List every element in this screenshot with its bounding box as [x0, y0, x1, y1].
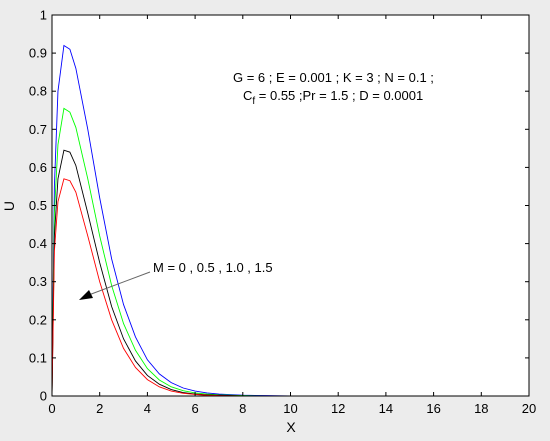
y-tick-label: 0.8	[29, 84, 47, 99]
x-tick-label: 6	[191, 401, 198, 416]
x-tick-label: 4	[144, 401, 151, 416]
y-tick-label: 0.1	[29, 350, 47, 365]
y-tick-label: 0.7	[29, 122, 47, 137]
x-axis-label: X	[286, 419, 296, 435]
x-tick-label: 10	[283, 401, 297, 416]
parameter-annotation-line-1: G = 6 ; E = 0.001 ; K = 3 ; N = 0.1 ;	[233, 70, 434, 85]
tick-layer: 0 2 4 6 8 10 12 14 16 18 20 0 0.1 0.2 0.3 0.4 0.5 0.6 0.7 0…	[29, 8, 536, 417]
arrow-label: M = 0 , 0.5 , 1.0 , 1.5	[153, 260, 273, 275]
parameter-annotation-line-2: Cf = 0.55 ;Pr = 1.5 ; D = 0.0001	[243, 88, 423, 107]
x-tick-label: 20	[522, 401, 536, 416]
parameter-annotation-rest: = 0.55 ;Pr = 1.5 ; D = 0.0001	[255, 88, 423, 103]
annotation-arrow-shaft	[85, 271, 151, 297]
x-tick-label: 0	[48, 401, 55, 416]
y-tick-label: 0	[40, 389, 47, 404]
x-tick-label: 2	[96, 401, 103, 416]
cf-subscript: f	[252, 96, 255, 107]
x-tick-label: 18	[474, 401, 488, 416]
y-tick-label: 0.3	[29, 274, 47, 289]
y-axis-label: U	[1, 201, 17, 211]
y-tick-label: 0.9	[29, 46, 47, 61]
cf-symbol: C	[243, 88, 252, 103]
y-tick-label: 0.2	[29, 312, 47, 327]
x-tick-label: 14	[379, 401, 393, 416]
x-tick-label: 12	[331, 401, 345, 416]
x-tick-label: 16	[426, 401, 440, 416]
plot-area	[52, 15, 529, 396]
x-tick-label: 8	[239, 401, 246, 416]
y-tick-label: 0.5	[29, 198, 47, 213]
y-tick-label: 0.4	[29, 236, 47, 251]
annotation-arrow-head	[79, 290, 93, 300]
y-tick-label: 0.6	[29, 160, 47, 175]
y-tick-label: 1	[40, 8, 47, 23]
